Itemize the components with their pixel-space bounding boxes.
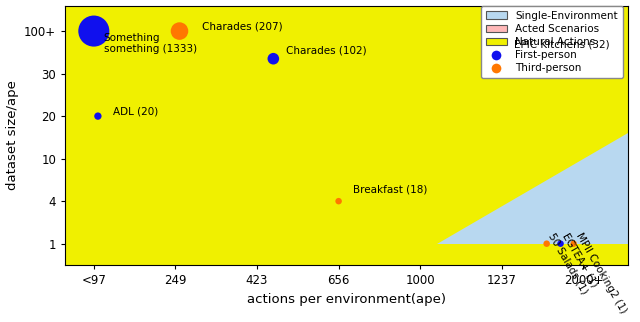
Point xyxy=(174,28,184,33)
Text: 50 Salads (1): 50 Salads (1) xyxy=(547,231,589,296)
Legend: Single-Environment, Acted Scenarios, Natural Actions, First-person, Third-person: Single-Environment, Acted Scenarios, Nat… xyxy=(481,5,623,79)
Point xyxy=(89,28,99,33)
Point xyxy=(568,241,579,246)
Point xyxy=(541,241,552,246)
Y-axis label: dataset size/ape: dataset size/ape xyxy=(6,80,19,190)
Point xyxy=(333,199,344,204)
Text: ADL (20): ADL (20) xyxy=(113,106,158,116)
Text: Breakfast (18): Breakfast (18) xyxy=(353,185,428,195)
Point xyxy=(268,56,278,61)
Text: EPIC Kitchens (32): EPIC Kitchens (32) xyxy=(514,39,610,49)
Point xyxy=(497,52,507,57)
Polygon shape xyxy=(0,5,65,154)
Text: Something
something (1333): Something something (1333) xyxy=(104,33,196,54)
Text: Charades (207): Charades (207) xyxy=(202,21,283,31)
Text: MPII Cooking2 (1): MPII Cooking2 (1) xyxy=(573,231,628,315)
Text: EGTEA+ (1): EGTEA+ (1) xyxy=(561,231,600,289)
Point xyxy=(556,241,566,246)
Text: Charades (102): Charades (102) xyxy=(285,45,366,55)
Point xyxy=(93,114,103,119)
Polygon shape xyxy=(436,133,628,244)
X-axis label: actions per environment(ape): actions per environment(ape) xyxy=(247,292,446,306)
